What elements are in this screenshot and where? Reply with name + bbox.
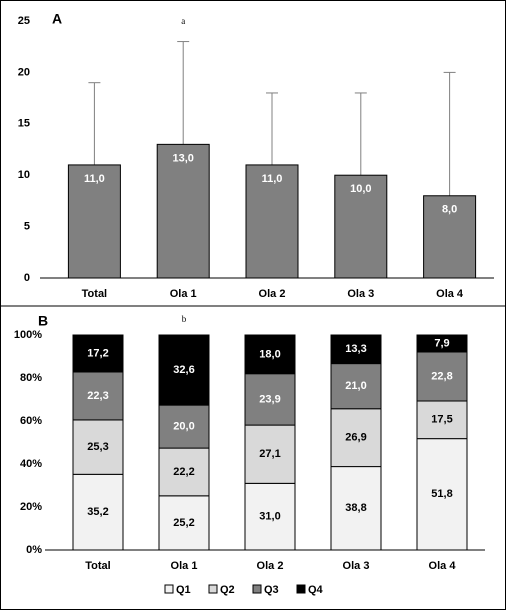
- legend-label: Q1: [176, 584, 191, 596]
- bar-segment: [244, 482, 296, 551]
- value-label: 7,9: [434, 337, 449, 349]
- bar: [245, 164, 299, 279]
- y-tick-label: 15: [18, 118, 30, 130]
- value-label: 18,0: [259, 348, 280, 360]
- bar-segment: [330, 408, 382, 468]
- bar-segment: [158, 495, 210, 551]
- x-tick-label: Total: [85, 560, 110, 572]
- y-tick-label: 20%: [20, 501, 42, 513]
- legend-swatch: [252, 584, 262, 594]
- y-tick-label: 0: [24, 272, 30, 284]
- value-label: 31,0: [259, 511, 280, 523]
- y-tick-label: 0%: [26, 544, 42, 556]
- y-tick-label: 25: [18, 15, 30, 27]
- value-label: 51,8: [431, 488, 452, 500]
- bar-segment: [244, 334, 296, 375]
- value-label: 11,0: [262, 173, 283, 185]
- x-tick-label: Ola 2: [259, 288, 286, 300]
- legend-swatch: [164, 584, 174, 594]
- bar-segment: [72, 371, 124, 421]
- panel-label: B: [38, 313, 48, 329]
- bar: [334, 174, 388, 279]
- y-tick-label: 80%: [20, 372, 42, 384]
- x-tick-label: Ola 2: [257, 560, 284, 572]
- y-tick-label: 60%: [20, 415, 42, 427]
- value-label: 38,8: [345, 502, 366, 514]
- bar-segment: [244, 424, 296, 484]
- bar-segment: [158, 334, 210, 406]
- value-label: 21,0: [345, 380, 366, 392]
- annotation: b: [182, 314, 187, 324]
- bar-segment: [416, 334, 468, 353]
- bar-segment: [158, 404, 210, 449]
- bar-segment: [416, 400, 468, 440]
- value-label: 20,0: [173, 420, 194, 432]
- y-tick-label: 20: [18, 66, 30, 78]
- bar-segment: [416, 438, 468, 551]
- value-label: 17,5: [431, 414, 452, 426]
- y-tick-label: 40%: [20, 458, 42, 470]
- x-tick-label: Ola 1: [170, 288, 197, 300]
- value-label: 17,2: [87, 347, 108, 359]
- bar-segment: [330, 334, 382, 365]
- bar: [67, 164, 121, 279]
- bar-segment: [158, 447, 210, 497]
- bar-segment: [330, 363, 382, 410]
- bar-segment: [72, 419, 124, 475]
- legend-label: Q2: [220, 584, 235, 596]
- x-tick-label: Total: [82, 288, 107, 300]
- value-label: 22,3: [87, 390, 108, 402]
- value-label: 35,2: [87, 506, 108, 518]
- value-label: 22,2: [173, 466, 194, 478]
- bar: [423, 195, 477, 279]
- legend-label: Q3: [264, 584, 279, 596]
- legend-swatch: [296, 584, 306, 594]
- value-label: 26,9: [345, 432, 366, 444]
- y-tick-label: 100%: [14, 329, 42, 341]
- legend-swatch: [208, 584, 218, 594]
- value-label: 13,3: [345, 343, 366, 355]
- value-label: 32,6: [173, 364, 194, 376]
- x-tick-label: Ola 4: [429, 560, 457, 572]
- bar: [156, 143, 210, 279]
- value-label: 23,9: [259, 393, 280, 405]
- value-label: 22,8: [431, 370, 452, 382]
- bar-segment: [330, 466, 382, 551]
- panel-label: A: [52, 11, 62, 27]
- annotation: a: [181, 16, 185, 26]
- value-label: 13,0: [172, 152, 193, 164]
- value-label: 25,2: [173, 517, 194, 529]
- x-tick-label: Ola 1: [171, 560, 198, 572]
- y-tick-label: 5: [24, 221, 30, 233]
- y-tick-label: 10: [18, 169, 30, 181]
- bar-segment: [72, 334, 124, 373]
- value-label: 10,0: [350, 183, 371, 195]
- value-label: 8,0: [442, 204, 457, 216]
- x-tick-label: Ola 3: [347, 288, 374, 300]
- value-label: 27,1: [259, 448, 280, 460]
- legend-label: Q4: [308, 584, 324, 596]
- value-label: 25,3: [87, 441, 108, 453]
- bar-segment: [416, 351, 468, 402]
- x-tick-label: Ola 4: [436, 288, 464, 300]
- bar-segment: [244, 373, 296, 426]
- x-tick-label: Ola 3: [343, 560, 370, 572]
- value-label: 11,0: [84, 173, 105, 185]
